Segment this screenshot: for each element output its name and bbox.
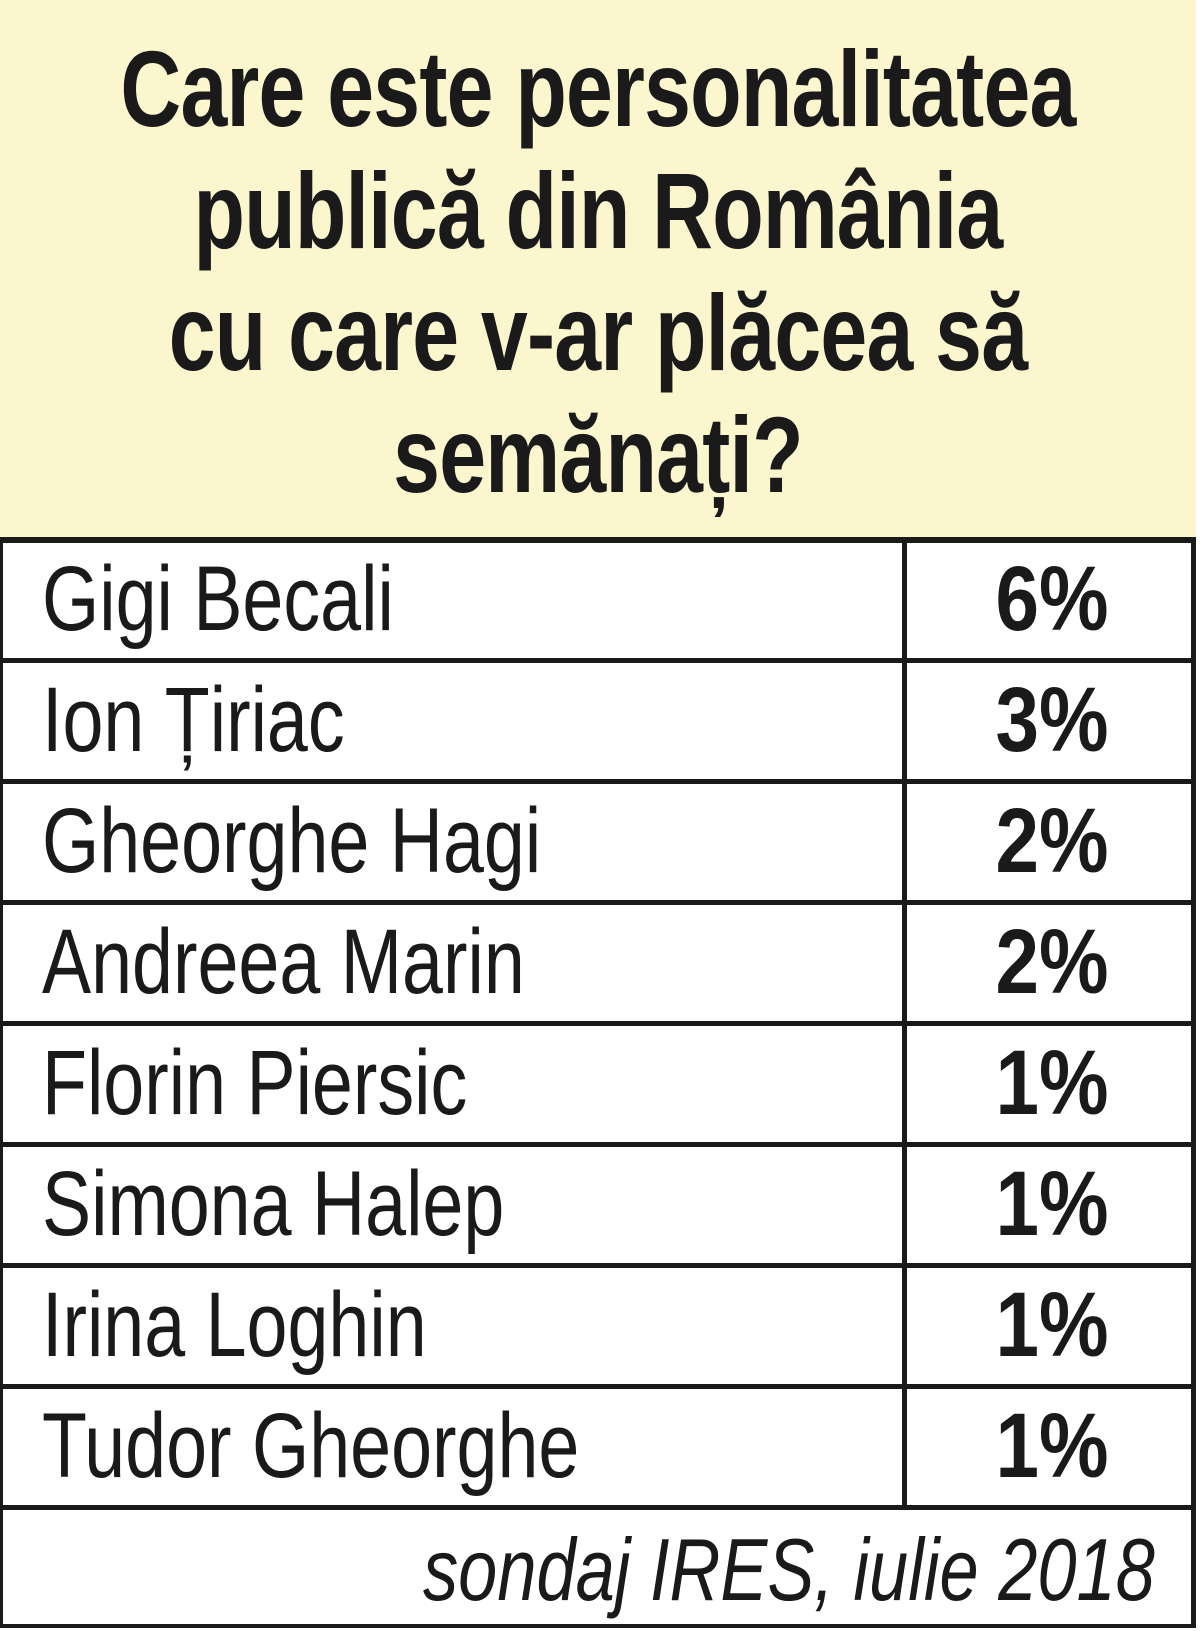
row-name: Florin Piersic bbox=[42, 1032, 468, 1134]
table-row: Simona Halep 1% bbox=[0, 1148, 1196, 1268]
row-name: Andreea Marin bbox=[42, 911, 525, 1013]
row-name: Irina Loghin bbox=[42, 1274, 427, 1376]
table-title: Care este personalitatea publică din Rom… bbox=[52, 28, 1144, 516]
title-line: publică din România bbox=[193, 150, 1004, 271]
column-divider bbox=[902, 543, 907, 1510]
table-row: Florin Piersic 1% bbox=[0, 1027, 1196, 1147]
row-value: 1% bbox=[995, 1153, 1109, 1255]
source-note: sondaj IRES, iulie 2018 bbox=[423, 1520, 1155, 1619]
table-row: Gheorghe Hagi 2% bbox=[0, 785, 1196, 905]
title-line: Care este personalitatea bbox=[120, 28, 1076, 149]
row-value: 3% bbox=[995, 669, 1109, 771]
row-value: 1% bbox=[995, 1032, 1109, 1134]
row-name: Ion Țiriac bbox=[42, 669, 345, 771]
row-value: 1% bbox=[995, 1274, 1109, 1376]
table-header: Care este personalitatea publică din Rom… bbox=[0, 0, 1196, 543]
row-value: 2% bbox=[995, 790, 1109, 892]
table-row: Andreea Marin 2% bbox=[0, 906, 1196, 1026]
table-row: Gigi Becali 6% bbox=[0, 543, 1196, 663]
row-name: Tudor Gheorghe bbox=[42, 1395, 580, 1497]
row-name: Gheorghe Hagi bbox=[42, 790, 542, 892]
row-value: 6% bbox=[995, 548, 1109, 650]
table-row: Irina Loghin 1% bbox=[0, 1269, 1196, 1389]
title-line: cu care v-ar plăcea să bbox=[168, 272, 1028, 393]
table-row: Tudor Gheorghe 1% bbox=[0, 1390, 1196, 1510]
row-name: Gigi Becali bbox=[42, 548, 394, 650]
table-row: Ion Țiriac 3% bbox=[0, 664, 1196, 784]
row-value: 2% bbox=[995, 911, 1109, 1013]
row-value: 1% bbox=[995, 1395, 1109, 1497]
row-name: Simona Halep bbox=[42, 1153, 505, 1255]
title-line: semănați? bbox=[393, 394, 803, 515]
